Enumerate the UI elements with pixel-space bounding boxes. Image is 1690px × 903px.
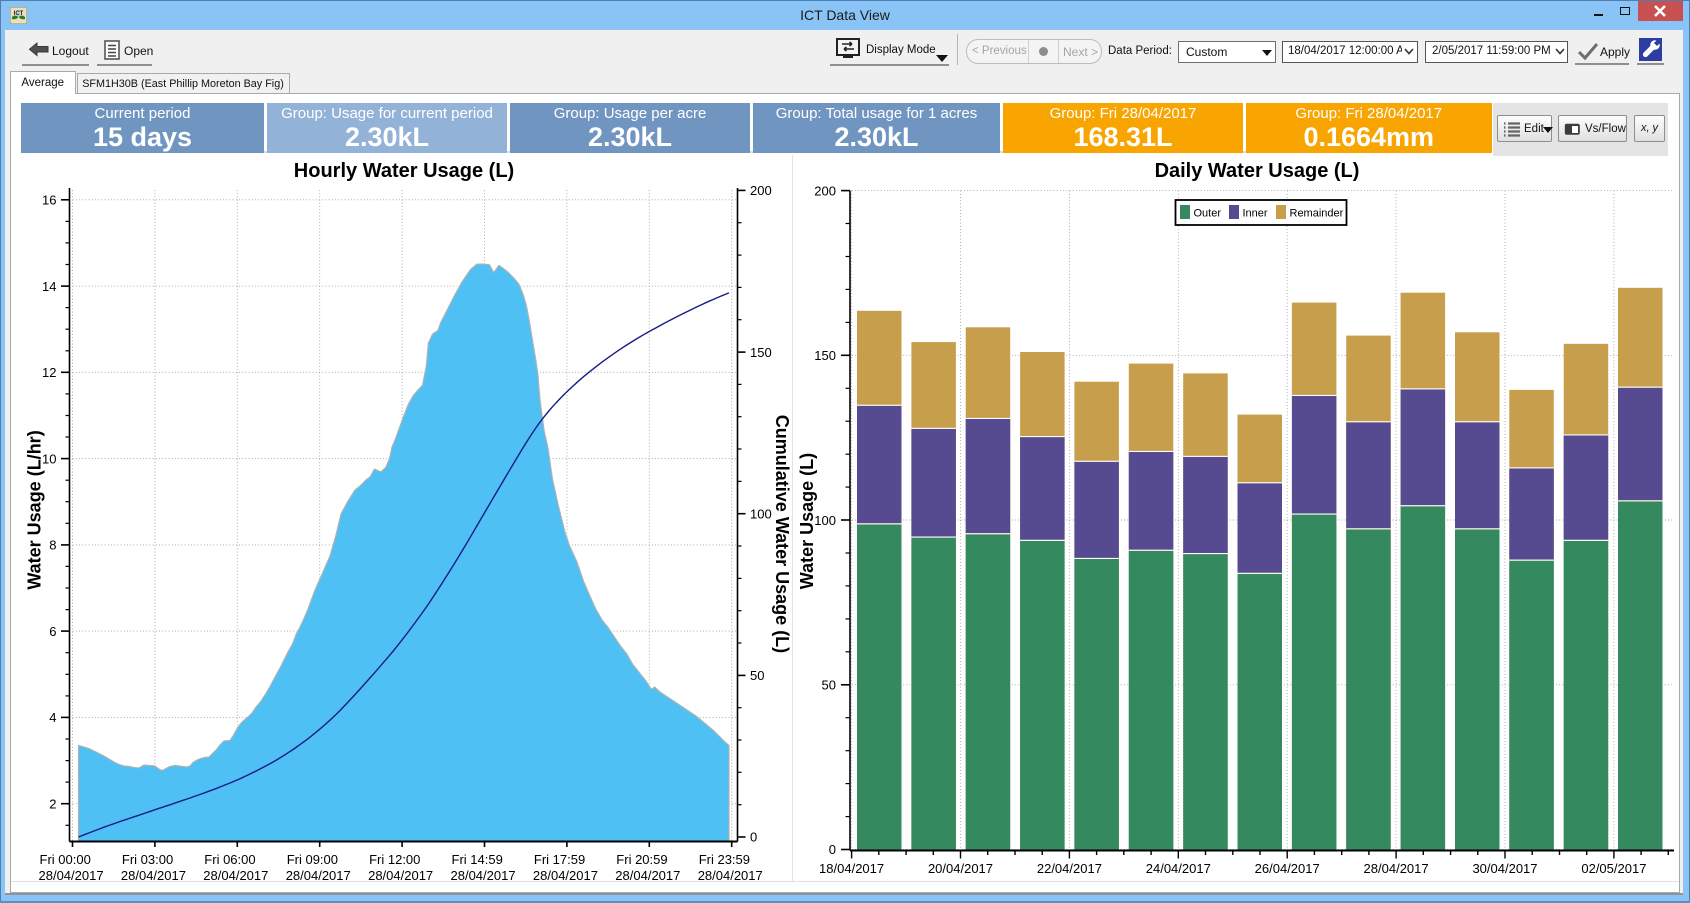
svg-text:28/04/2017: 28/04/2017 bbox=[451, 868, 516, 881]
svg-text:0: 0 bbox=[750, 830, 757, 845]
svg-text:Inner: Inner bbox=[1243, 208, 1268, 220]
svg-text:Fri 20:59: Fri 20:59 bbox=[616, 852, 667, 867]
svg-text:150: 150 bbox=[750, 345, 772, 360]
svg-text:28/04/2017: 28/04/2017 bbox=[533, 868, 598, 881]
svg-text:28/04/2017: 28/04/2017 bbox=[698, 868, 763, 881]
svg-text:Fri 09:00: Fri 09:00 bbox=[287, 852, 338, 867]
svg-text:50: 50 bbox=[750, 668, 764, 683]
svg-text:Outer: Outer bbox=[1194, 208, 1222, 220]
svg-text:200: 200 bbox=[750, 183, 772, 198]
svg-text:50: 50 bbox=[822, 678, 836, 693]
svg-text:22/04/2017: 22/04/2017 bbox=[1037, 861, 1102, 876]
svg-text:28/04/2017: 28/04/2017 bbox=[203, 868, 268, 881]
svg-text:2: 2 bbox=[49, 796, 56, 811]
svg-text:4: 4 bbox=[49, 710, 56, 725]
svg-text:Fri 12:00: Fri 12:00 bbox=[369, 852, 420, 867]
svg-text:26/04/2017: 26/04/2017 bbox=[1255, 861, 1320, 876]
svg-text:10: 10 bbox=[42, 451, 56, 466]
svg-text:Fri 03:00: Fri 03:00 bbox=[122, 852, 173, 867]
svg-text:0: 0 bbox=[829, 842, 836, 857]
svg-text:16: 16 bbox=[42, 193, 56, 208]
svg-text:Remainder: Remainder bbox=[1290, 208, 1344, 220]
svg-text:150: 150 bbox=[814, 348, 836, 363]
svg-text:Water Usage (L): Water Usage (L) bbox=[797, 453, 817, 589]
svg-text:20/04/2017: 20/04/2017 bbox=[928, 861, 993, 876]
svg-text:14: 14 bbox=[42, 279, 56, 294]
svg-text:28/04/2017: 28/04/2017 bbox=[615, 868, 680, 881]
svg-text:Daily Water Usage (L): Daily Water Usage (L) bbox=[1155, 160, 1360, 182]
svg-text:Hourly Water Usage (L): Hourly Water Usage (L) bbox=[294, 160, 514, 182]
svg-text:02/05/2017: 02/05/2017 bbox=[1581, 861, 1646, 876]
svg-text:28/04/2017: 28/04/2017 bbox=[121, 868, 186, 881]
svg-text:24/04/2017: 24/04/2017 bbox=[1146, 861, 1211, 876]
svg-text:Fri 17:59: Fri 17:59 bbox=[534, 852, 585, 867]
svg-text:100: 100 bbox=[814, 513, 836, 528]
svg-text:12: 12 bbox=[42, 365, 56, 380]
svg-text:28/04/2017: 28/04/2017 bbox=[368, 868, 433, 881]
svg-text:200: 200 bbox=[814, 183, 836, 198]
svg-text:18/04/2017: 18/04/2017 bbox=[819, 861, 884, 876]
svg-text:30/04/2017: 30/04/2017 bbox=[1472, 861, 1537, 876]
svg-text:Cumulative Water Usage (L): Cumulative Water Usage (L) bbox=[772, 415, 792, 653]
svg-text:Fri 14:59: Fri 14:59 bbox=[452, 852, 503, 867]
svg-text:Fri 06:00: Fri 06:00 bbox=[204, 852, 255, 867]
svg-text:Water Usage (L/hr): Water Usage (L/hr) bbox=[25, 430, 45, 589]
svg-text:6: 6 bbox=[49, 624, 56, 639]
svg-text:Fri 23:59: Fri 23:59 bbox=[699, 852, 750, 867]
svg-text:28/04/2017: 28/04/2017 bbox=[1364, 861, 1429, 876]
svg-text:28/04/2017: 28/04/2017 bbox=[39, 868, 104, 881]
svg-text:28/04/2017: 28/04/2017 bbox=[286, 868, 351, 881]
svg-text:100: 100 bbox=[750, 506, 772, 521]
svg-text:Fri 00:00: Fri 00:00 bbox=[40, 852, 91, 867]
svg-text:ICT: ICT bbox=[14, 11, 24, 17]
svg-text:8: 8 bbox=[49, 538, 56, 553]
